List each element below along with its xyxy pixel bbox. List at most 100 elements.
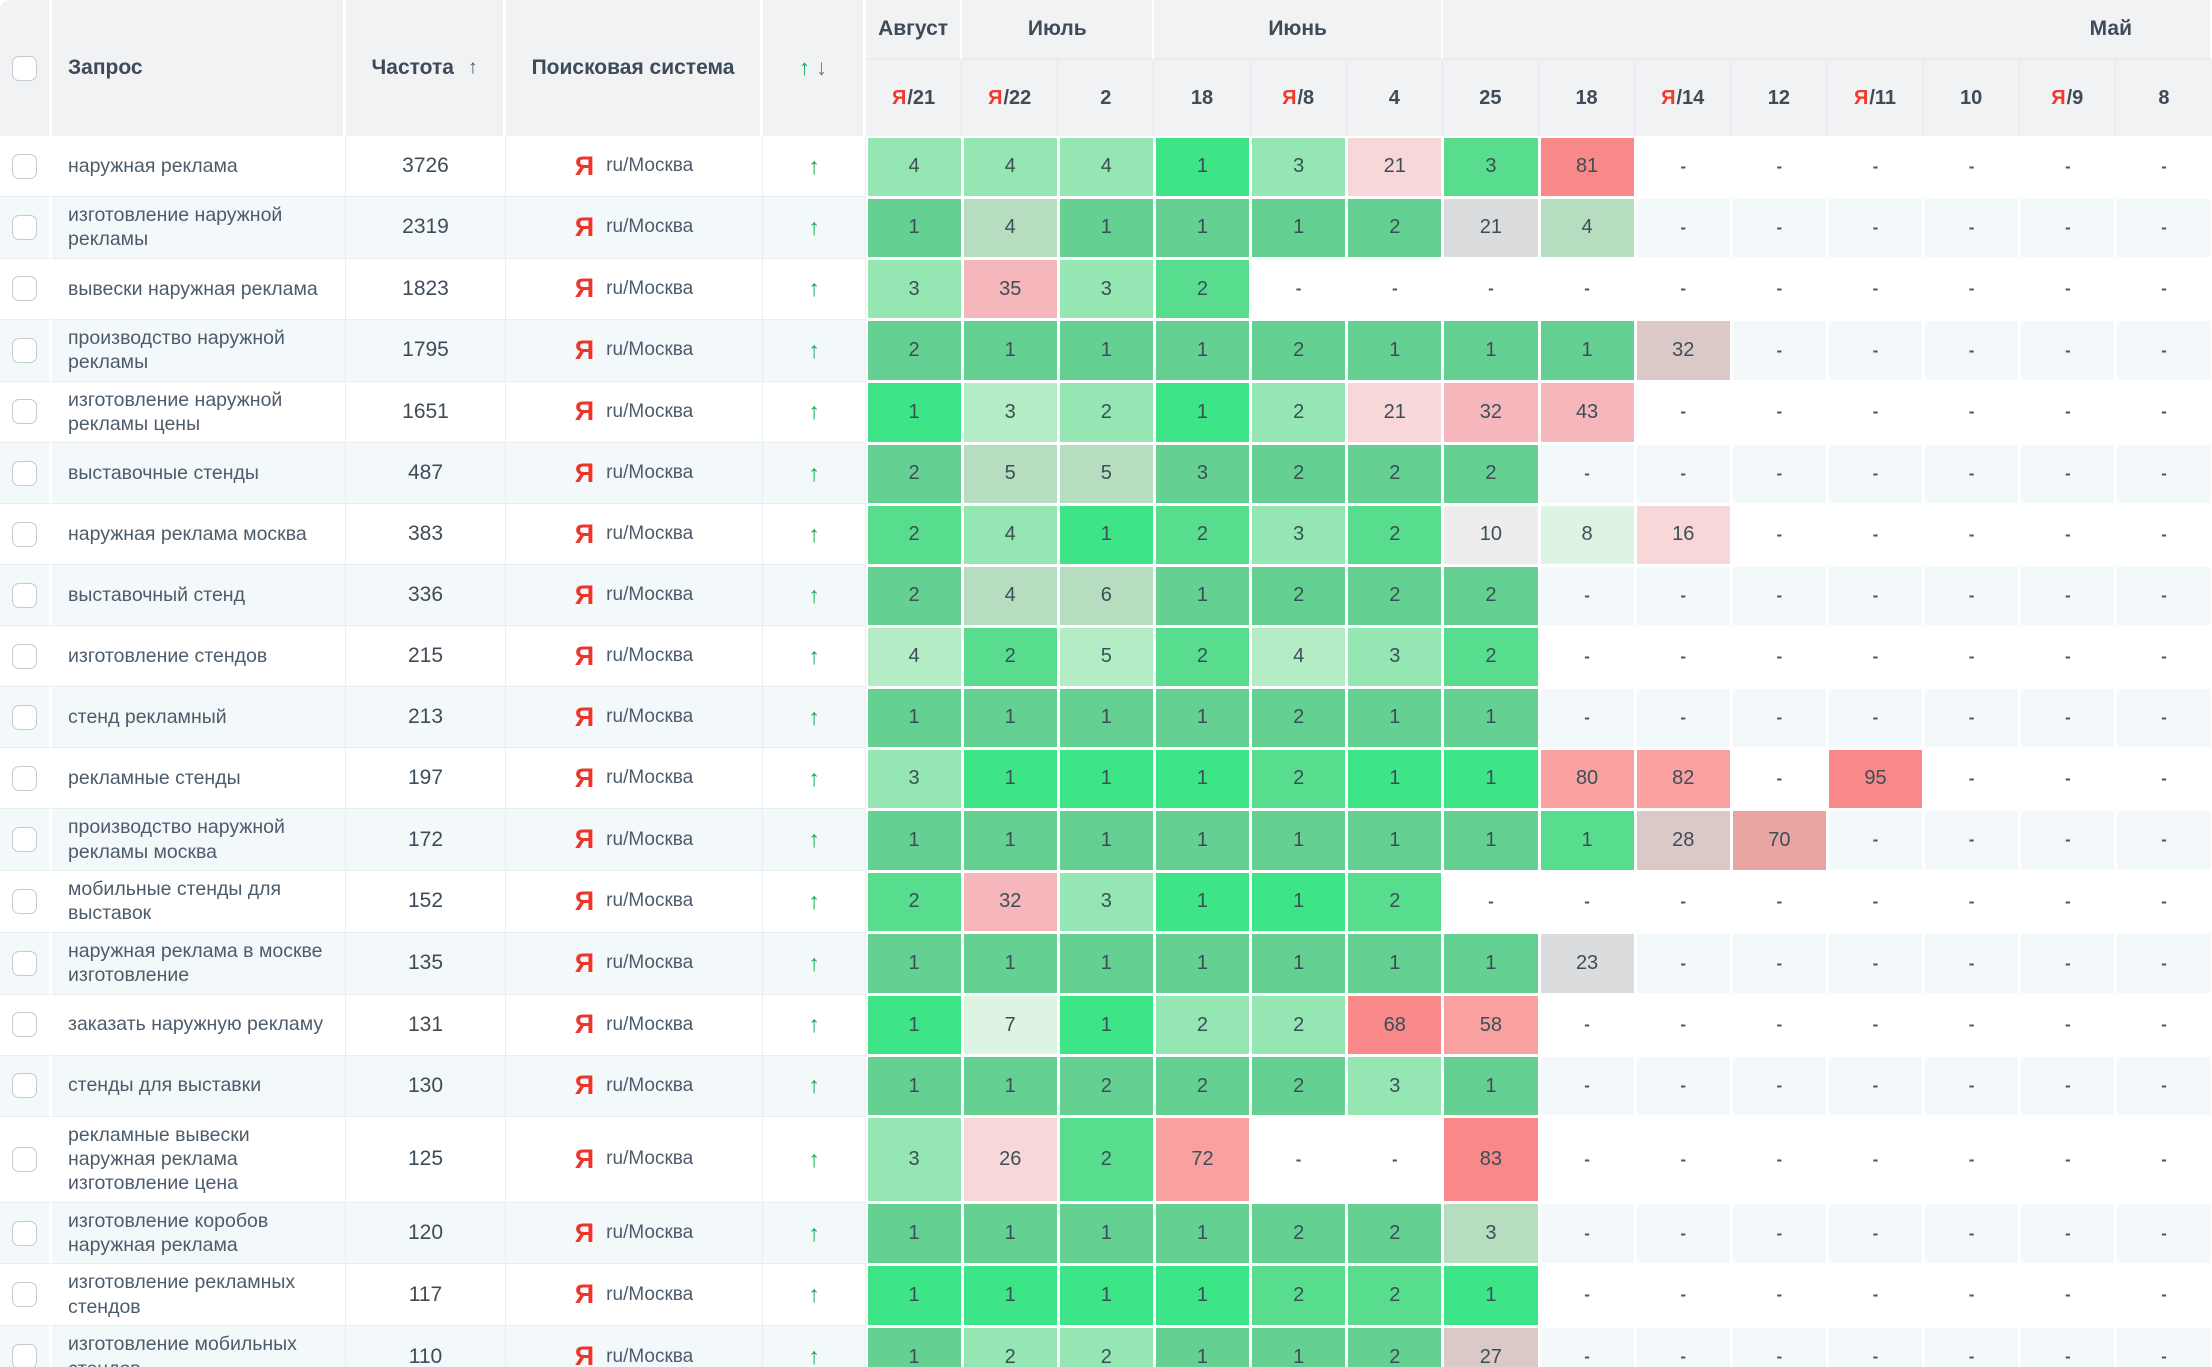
query-cell[interactable]: наружная реклама москва xyxy=(52,504,346,566)
dynamics-cell: ↑ xyxy=(763,381,866,444)
row-checkbox[interactable] xyxy=(12,214,37,240)
position-cell-8: 2 xyxy=(1250,994,1347,1056)
row-checkbox[interactable] xyxy=(12,1282,37,1308)
query-cell[interactable]: выставочный стенд xyxy=(52,565,346,627)
position-cell-18: - xyxy=(1539,1055,1636,1117)
trend-up-arrow-icon: ↑ xyxy=(808,520,820,547)
query-cell[interactable]: заказать наружную рекламу xyxy=(52,994,346,1056)
row-checkbox[interactable] xyxy=(12,582,37,608)
query-cell[interactable]: изготовление стендов xyxy=(52,626,346,688)
trend-up-arrow-icon: ↑ xyxy=(808,1145,820,1172)
date-column-25[interactable]: 25 xyxy=(1442,60,1539,136)
position-cell-18: 1 xyxy=(1154,1326,1251,1367)
row-checkbox[interactable] xyxy=(12,460,37,486)
query-cell[interactable]: вывески наружная реклама xyxy=(52,258,346,320)
row-checkbox[interactable] xyxy=(12,153,37,179)
row-checkbox[interactable] xyxy=(12,765,37,791)
column-header-frequency[interactable]: Частота ↑ xyxy=(346,0,506,136)
date-column-21[interactable]: Я/21 xyxy=(866,60,963,136)
row-checkbox[interactable] xyxy=(12,950,37,976)
yandex-icon: Я xyxy=(574,640,595,671)
row-checkbox[interactable] xyxy=(12,1012,37,1037)
column-header-dynamics[interactable]: ↑ ↓ xyxy=(763,0,866,136)
position-cell-18: - xyxy=(1539,443,1636,505)
query-cell[interactable]: изготовление мобильных стендов xyxy=(52,1326,346,1367)
position-cell-22: 1 xyxy=(962,932,1059,995)
date-column-18[interactable]: 18 xyxy=(1539,60,1636,136)
row-checkbox[interactable] xyxy=(12,643,37,669)
date-column-14[interactable]: Я/14 xyxy=(1635,60,1732,136)
table-row: изготовление мобильных стендов110Яru/Мос… xyxy=(0,1326,2212,1367)
query-cell[interactable]: стенды для выставки xyxy=(52,1055,346,1117)
position-cell-14: 32 xyxy=(1635,319,1732,382)
row-checkbox[interactable] xyxy=(12,399,37,425)
position-cell-22: 2 xyxy=(962,1326,1059,1367)
yandex-icon: Я xyxy=(574,396,595,427)
position-cell-8: - xyxy=(2115,1116,2212,1203)
date-column-4[interactable]: 4 xyxy=(1346,60,1443,136)
row-checkbox[interactable] xyxy=(12,337,37,363)
position-cell-9: - xyxy=(2019,1202,2116,1265)
date-column-8[interactable]: Я/8 xyxy=(1250,60,1347,136)
position-cell-4: 2 xyxy=(1346,1326,1443,1367)
date-column-10[interactable]: 10 xyxy=(1923,60,2020,136)
query-cell[interactable]: изготовление коробов наружная реклама xyxy=(52,1202,346,1265)
position-cell-11: - xyxy=(1827,932,1924,995)
row-checkbox[interactable] xyxy=(12,888,37,914)
select-all-checkbox[interactable] xyxy=(12,55,37,81)
query-cell[interactable]: выставочные стенды xyxy=(52,443,346,505)
position-cell-14: - xyxy=(1635,1116,1732,1203)
row-checkbox[interactable] xyxy=(12,827,37,853)
dynamics-cell: ↑ xyxy=(763,504,866,566)
row-checkbox-cell xyxy=(0,1202,52,1265)
date-column-22[interactable]: Я/22 xyxy=(962,60,1059,136)
query-cell[interactable]: наружная реклама xyxy=(52,136,346,197)
position-cell-11: - xyxy=(1827,443,1924,505)
date-column-2[interactable]: 2 xyxy=(1058,60,1155,136)
query-cell[interactable]: рекламные стенды xyxy=(52,748,346,810)
date-column-9[interactable]: Я/9 xyxy=(2019,60,2116,136)
query-cell[interactable]: изготовление наружной рекламы xyxy=(52,197,346,259)
position-cell-2: 4 xyxy=(1058,136,1155,197)
row-checkbox[interactable] xyxy=(12,1146,37,1172)
position-cell-14: - xyxy=(1635,994,1732,1056)
query-cell[interactable]: рекламные вывески наружная реклама изгот… xyxy=(52,1116,346,1203)
position-cell-11: - xyxy=(1827,1116,1924,1203)
position-cell-18: 2 xyxy=(1154,504,1251,566)
position-cell-21: 1 xyxy=(866,1202,963,1265)
row-checkbox[interactable] xyxy=(12,276,37,302)
sort-ascending-icon[interactable]: ↑ xyxy=(467,57,478,78)
query-cell[interactable]: наружная реклама в москве изготовление xyxy=(52,932,346,995)
row-checkbox[interactable] xyxy=(12,1220,37,1246)
position-cell-12: - xyxy=(1731,1055,1828,1117)
query-cell[interactable]: производство наружной рекламы москва xyxy=(52,809,346,871)
position-cell-10: - xyxy=(1923,504,2020,566)
column-header-search-engine[interactable]: Поисковая система xyxy=(506,0,763,136)
position-cell-18: - xyxy=(1539,1116,1636,1203)
row-checkbox[interactable] xyxy=(12,1073,37,1098)
query-cell[interactable]: производство наружной рекламы xyxy=(52,319,346,382)
query-cell[interactable]: стенд рекламный xyxy=(52,687,346,749)
row-checkbox[interactable] xyxy=(12,1344,37,1367)
row-checkbox[interactable] xyxy=(12,521,37,547)
date-column-8[interactable]: 8 xyxy=(2115,60,2212,136)
query-cell[interactable]: мобильные стенды для выставок xyxy=(52,871,346,933)
date-column-11[interactable]: Я/11 xyxy=(1827,60,1924,136)
row-checkbox[interactable] xyxy=(12,704,37,730)
frequency-cell: 383 xyxy=(346,504,506,566)
column-header-query[interactable]: Запрос xyxy=(52,0,346,136)
search-engine-region-label: ru/Москва xyxy=(606,952,694,974)
position-cell-9: - xyxy=(2019,319,2116,382)
query-cell[interactable]: изготовление наружной рекламы цены xyxy=(52,381,346,444)
position-cell-9: - xyxy=(2019,748,2116,810)
date-column-12[interactable]: 12 xyxy=(1731,60,1828,136)
query-cell[interactable]: изготовление рекламных стендов xyxy=(52,1264,346,1327)
date-column-18[interactable]: 18 xyxy=(1154,60,1251,136)
position-cell-18: - xyxy=(1539,1264,1636,1327)
row-checkbox-cell xyxy=(0,381,52,444)
